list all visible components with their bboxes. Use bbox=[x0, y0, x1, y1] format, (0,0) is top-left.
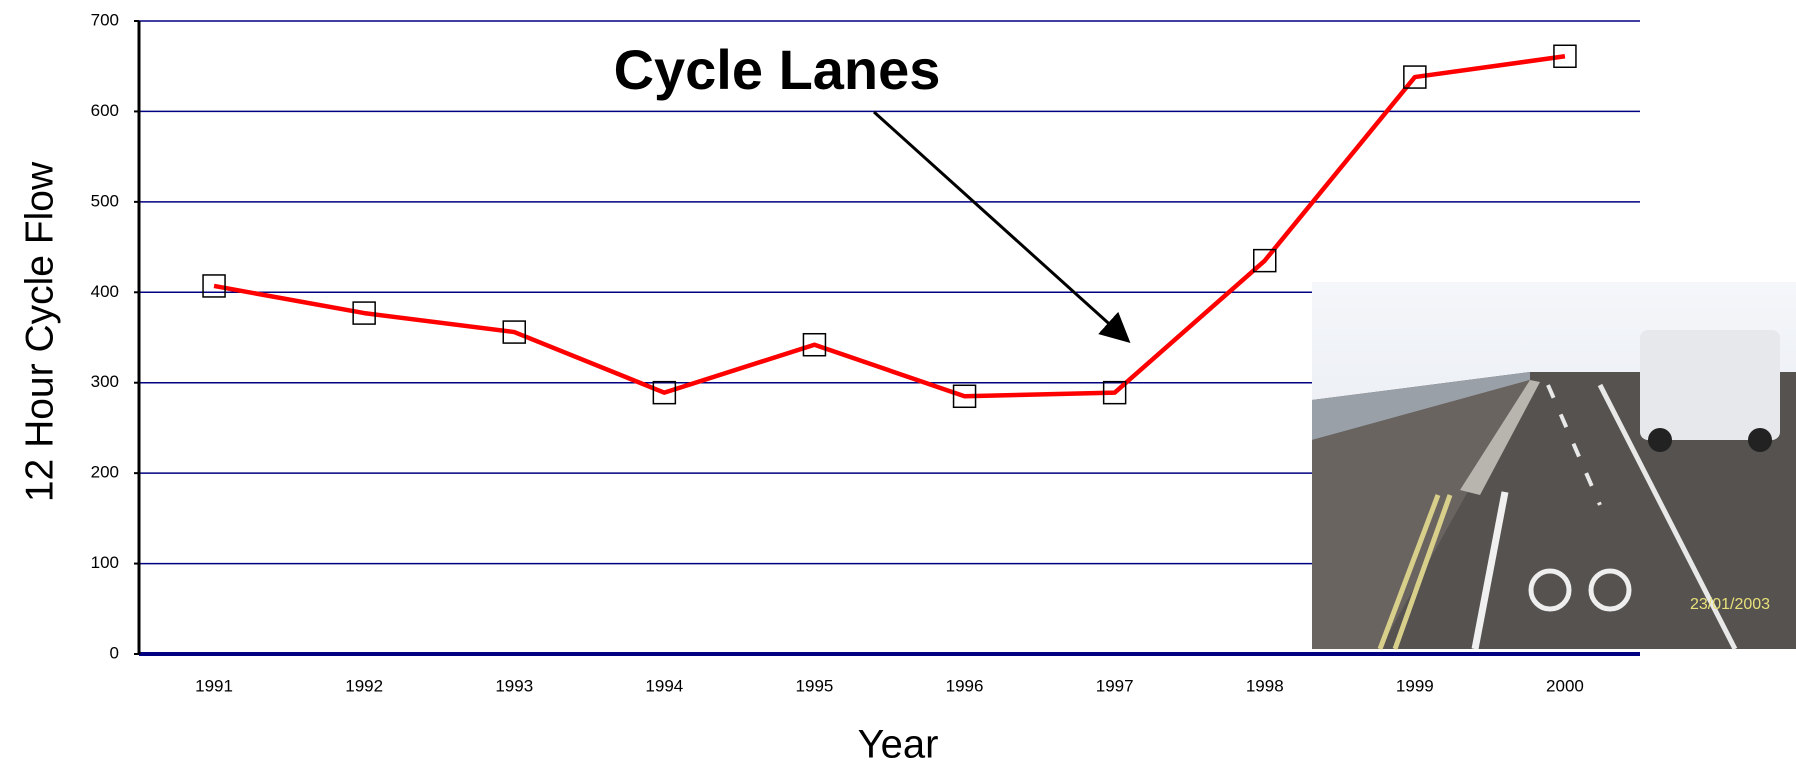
annotation-arrow bbox=[874, 112, 1126, 339]
photo: 23/01/2003 bbox=[1312, 282, 1796, 649]
y-tick-label: 700 bbox=[91, 10, 119, 29]
y-tick-label: 0 bbox=[110, 643, 119, 662]
chart: 0 100 200 300 400 500 600 700 1991 1992 1993 1994 19… bbox=[0, 0, 1796, 768]
x-tick-label: 2000 bbox=[1546, 676, 1584, 695]
x-axis-title: Year bbox=[858, 723, 939, 767]
x-tick-label: 1996 bbox=[946, 676, 984, 695]
y-tick-label: 500 bbox=[91, 191, 119, 210]
y-tick-label: 200 bbox=[91, 463, 119, 482]
x-tick-label: 1992 bbox=[345, 676, 383, 695]
x-tick-label: 1999 bbox=[1396, 676, 1434, 695]
y-axis-title: 12 Hour Cycle Flow bbox=[18, 161, 61, 502]
x-tick-label: 1991 bbox=[195, 676, 233, 695]
photo-date: 23/01/2003 bbox=[1690, 596, 1770, 613]
y-tick-label: 300 bbox=[91, 372, 119, 391]
annotation: Cycle Lanes bbox=[614, 38, 941, 101]
x-tick-label: 1994 bbox=[645, 676, 683, 695]
x-tick-label: 1998 bbox=[1246, 676, 1284, 695]
y-tick-label: 600 bbox=[91, 101, 119, 120]
y-tick-label: 400 bbox=[91, 282, 119, 301]
x-tick-label: 1995 bbox=[796, 676, 834, 695]
y-tick-label: 100 bbox=[91, 553, 119, 572]
x-tick-label: 1997 bbox=[1096, 676, 1134, 695]
x-tick-label: 1993 bbox=[495, 676, 533, 695]
